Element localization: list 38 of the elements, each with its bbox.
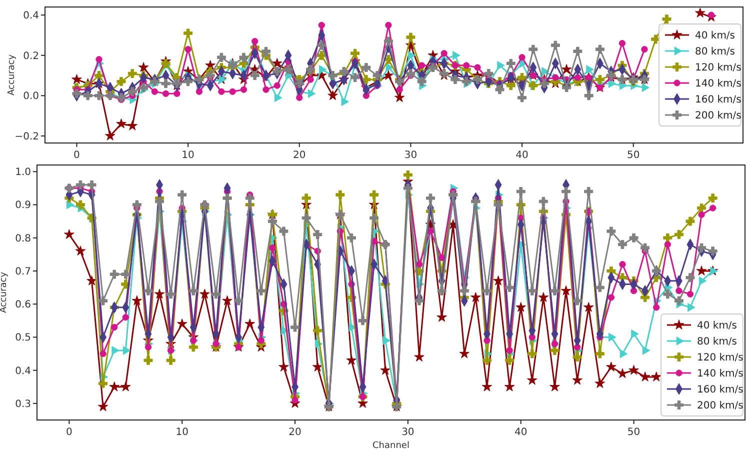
y-tick-label: 0.3 <box>15 398 31 410</box>
legend-label: 120 km/s <box>695 62 742 74</box>
legend-label: 80 km/s <box>695 46 736 58</box>
x-tick-label: 0 <box>74 150 80 161</box>
y-tick-label: 0.7 <box>15 266 31 278</box>
legend-label: 40 km/s <box>697 320 738 332</box>
y-axis-title: Accuracy <box>7 54 17 96</box>
legend-label: 200 km/s <box>697 400 744 412</box>
y-tick-label: 0.4 <box>23 10 39 22</box>
legend-label: 140 km/s <box>695 78 742 90</box>
y-tick-label: 0.2 <box>23 50 39 62</box>
x-tick-label: 30 <box>402 427 414 438</box>
legend-label: 160 km/s <box>695 94 742 106</box>
x-tick-label: 50 <box>626 150 640 161</box>
x-tick-label: 10 <box>176 427 188 438</box>
y-tick-label: 0.5 <box>15 332 31 344</box>
x-tick-label: 10 <box>182 150 194 161</box>
y-tick-label: 0.0 <box>23 91 39 102</box>
x-tick-label: 40 <box>516 150 528 161</box>
x-axis-title: Channel <box>372 441 410 451</box>
x-tick-label: 30 <box>404 150 418 161</box>
y-tick-label: −0.2 <box>14 131 39 142</box>
legend-label: 80 km/s <box>697 336 738 348</box>
x-tick-label: 0 <box>66 427 72 438</box>
legend-label: 40 km/s <box>695 30 736 42</box>
legend-label: 160 km/s <box>697 384 744 396</box>
y-tick-label: 0.8 <box>15 233 31 244</box>
x-tick-label: 20 <box>293 150 306 161</box>
legend-label: 200 km/s <box>695 110 742 122</box>
x-tick-label: 40 <box>514 427 528 438</box>
x-tick-label: 20 <box>288 427 302 438</box>
y-tick-label: 0.9 <box>15 200 31 212</box>
x-tick-label: 50 <box>627 427 640 438</box>
legend-label: 140 km/s <box>697 368 744 380</box>
y-tick-label: 1.0 <box>15 167 31 178</box>
y-tick-label: 0.4 <box>15 366 31 377</box>
y-tick-label: 0.6 <box>15 300 31 311</box>
legend-label: 120 km/s <box>697 352 744 364</box>
